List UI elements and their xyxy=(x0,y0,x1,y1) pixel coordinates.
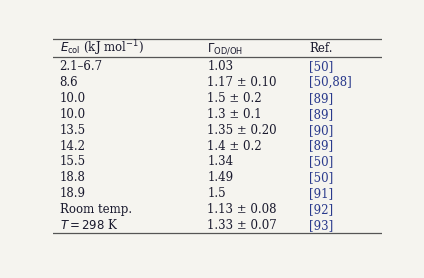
Text: [90]: [90] xyxy=(310,124,334,137)
Text: 1.17 ± 0.10: 1.17 ± 0.10 xyxy=(207,76,277,89)
Text: 10.0: 10.0 xyxy=(59,92,86,105)
Text: 1.03: 1.03 xyxy=(207,60,234,73)
Text: 1.5 ± 0.2: 1.5 ± 0.2 xyxy=(207,92,262,105)
Text: 1.34: 1.34 xyxy=(207,155,234,168)
Text: [89]: [89] xyxy=(310,140,333,153)
Text: [50]: [50] xyxy=(310,60,334,73)
Text: 1.33 ± 0.07: 1.33 ± 0.07 xyxy=(207,219,277,232)
Text: 10.0: 10.0 xyxy=(59,108,86,121)
Text: [89]: [89] xyxy=(310,92,333,105)
Text: $\mathit{\Gamma}_{\mathrm{OD/OH}}$: $\mathit{\Gamma}_{\mathrm{OD/OH}}$ xyxy=(207,41,243,56)
Text: [50]: [50] xyxy=(310,155,334,168)
Text: 1.4 ± 0.2: 1.4 ± 0.2 xyxy=(207,140,262,153)
Text: $T = 298$ K: $T = 298$ K xyxy=(59,218,118,232)
Text: [89]: [89] xyxy=(310,108,333,121)
Text: 1.3 ± 0.1: 1.3 ± 0.1 xyxy=(207,108,262,121)
Text: 1.5: 1.5 xyxy=(207,187,226,200)
Text: Room temp.: Room temp. xyxy=(59,203,132,216)
Text: [91]: [91] xyxy=(310,187,333,200)
Text: [50]: [50] xyxy=(310,171,334,184)
Text: 1.13 ± 0.08: 1.13 ± 0.08 xyxy=(207,203,277,216)
Text: 2.1–6.7: 2.1–6.7 xyxy=(59,60,103,73)
Text: $E_{\mathrm{col}}$ (kJ mol$^{-1}$): $E_{\mathrm{col}}$ (kJ mol$^{-1}$) xyxy=(59,39,143,58)
Text: Ref.: Ref. xyxy=(310,42,333,55)
Text: 18.8: 18.8 xyxy=(59,171,86,184)
Text: [93]: [93] xyxy=(310,219,334,232)
Text: 1.49: 1.49 xyxy=(207,171,234,184)
Text: [92]: [92] xyxy=(310,203,333,216)
Text: 18.9: 18.9 xyxy=(59,187,86,200)
Text: 15.5: 15.5 xyxy=(59,155,86,168)
Text: 13.5: 13.5 xyxy=(59,124,86,137)
Text: 8.6: 8.6 xyxy=(59,76,78,89)
Text: [50,88]: [50,88] xyxy=(310,76,352,89)
Text: 14.2: 14.2 xyxy=(59,140,86,153)
Text: 1.35 ± 0.20: 1.35 ± 0.20 xyxy=(207,124,277,137)
